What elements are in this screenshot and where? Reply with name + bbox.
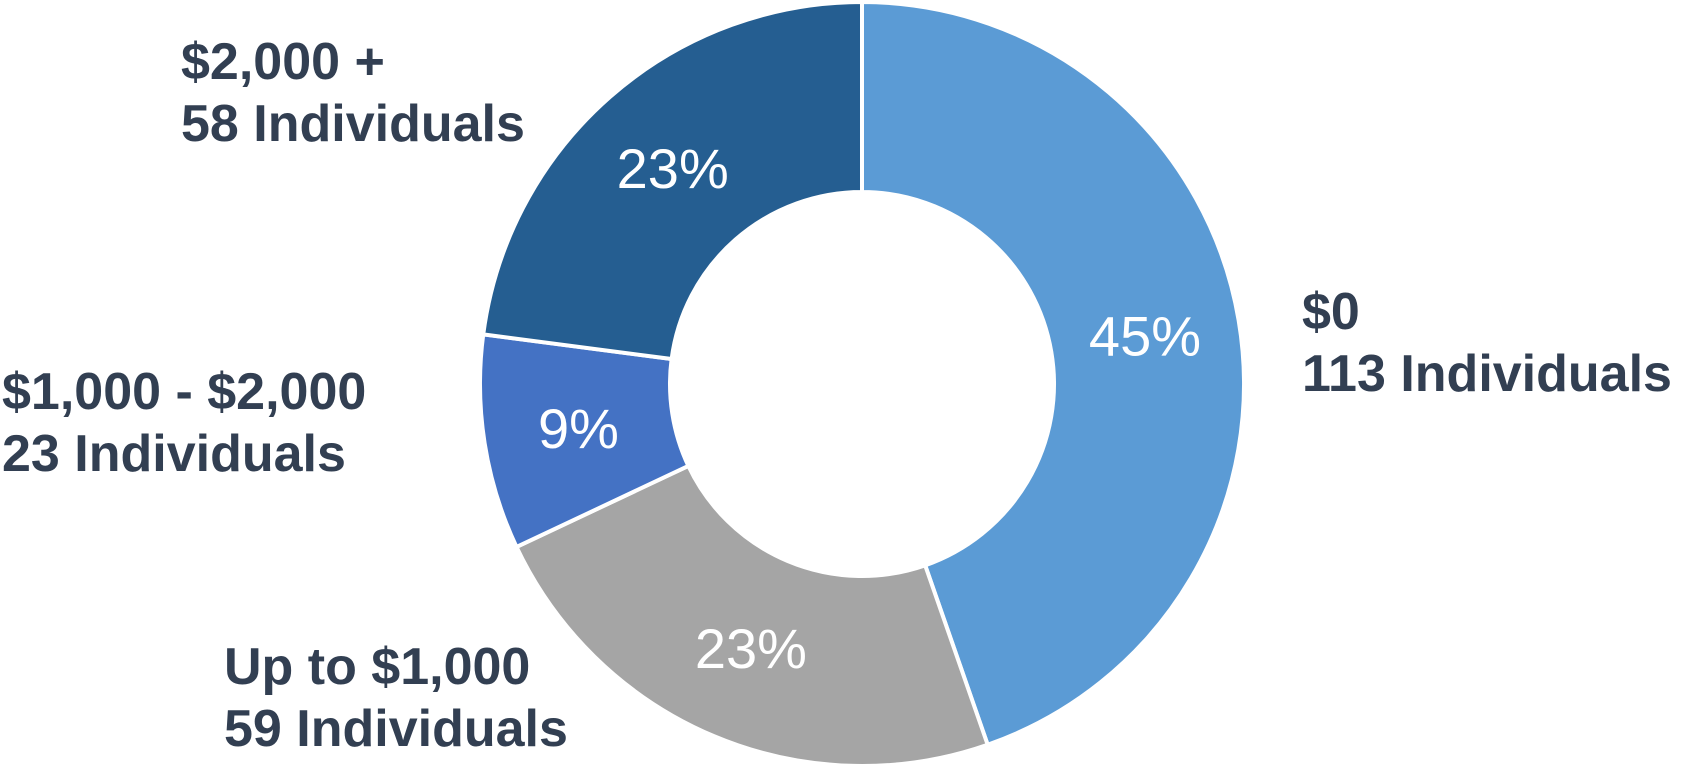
label-slice-3-category: $2,000 + (181, 33, 385, 91)
percent-labels: 45% 23% 9% 23% (538, 137, 1201, 680)
percent-label-2: 9% (538, 397, 619, 460)
percent-label-0: 45% (1089, 305, 1201, 368)
label-slice-1: Up to $1,000 59 Individuals (224, 636, 568, 760)
percent-label-3: 23% (617, 137, 729, 200)
donut-slice-3 (480, 0, 864, 362)
label-slice-2-category: $1,000 - $2,000 (2, 363, 367, 421)
label-slice-2: $1,000 - $2,000 23 Individuals (2, 361, 366, 485)
label-slice-2-count: 23 Individuals (2, 425, 346, 483)
percent-label-1: 23% (695, 617, 807, 680)
label-slice-3: $2,000 + 58 Individuals (181, 31, 525, 155)
label-slice-0-category: $0 (1302, 283, 1360, 341)
donut-slices (478, 0, 1246, 768)
label-slice-0: $0 113 Individuals (1302, 281, 1672, 405)
label-slice-3-count: 58 Individuals (181, 95, 525, 153)
label-slice-1-count: 59 Individuals (224, 700, 568, 758)
donut-slice-1 (513, 463, 991, 768)
label-slice-1-category: Up to $1,000 (224, 638, 531, 696)
label-slice-0-count: 113 Individuals (1302, 345, 1672, 403)
donut-slice-0 (860, 0, 1246, 748)
